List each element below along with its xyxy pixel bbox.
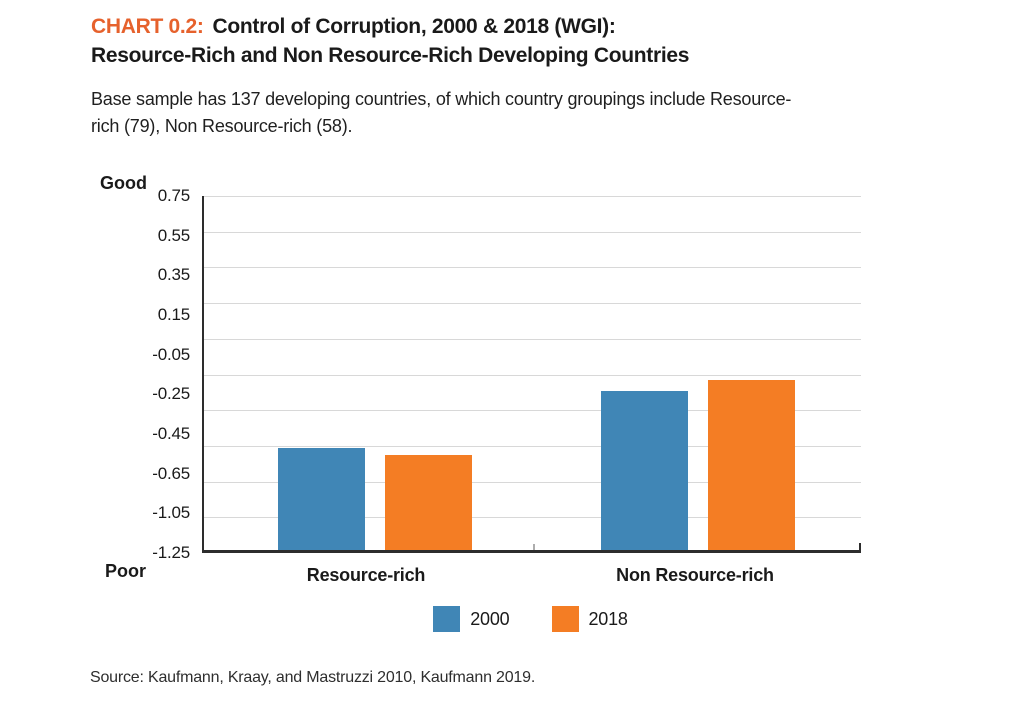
chart-number-label: CHART 0.2:: [91, 15, 204, 38]
y-tick-label: -0.65: [152, 463, 190, 483]
legend-label-2018: 2018: [588, 608, 628, 629]
gridline: [204, 482, 861, 483]
plot-area: [202, 196, 861, 553]
gridline: [204, 232, 861, 233]
category-label-non-resource-rich: Non Resource-rich: [616, 565, 774, 585]
legend: 2000 2018: [202, 606, 859, 632]
y-axis-good-label: Good: [100, 173, 147, 193]
legend-swatch-2000: [433, 606, 461, 632]
y-tick-label: 0.15: [157, 305, 190, 324]
y-axis-tick-labels: 0.75 0.55 0.35 0.15 -0.05 -0.25 -0.45 -0.65 -1.0…: [110, 186, 196, 562]
chart-title: CHART 0.2: Control of Corruption, 2000 & …: [91, 12, 689, 70]
bar-non-resource-rich-2018: [708, 380, 795, 553]
source-note: Source: Kaufmann, Kraay, and Mastruzzi 2…: [90, 669, 536, 686]
x-axis-line: [202, 550, 861, 553]
axis-end-cap: [859, 543, 861, 550]
y-axis-poor-label: Poor: [105, 561, 147, 581]
gridline: [204, 375, 861, 376]
gridline: [204, 339, 861, 340]
gridline: [204, 517, 861, 518]
legend-swatch-2018: [551, 606, 579, 632]
y-tick-label: 0.55: [157, 225, 190, 245]
y-tick-label: -1.05: [152, 503, 190, 523]
bar-non-resource-rich-2000: [601, 391, 688, 553]
category-label-resource-rich: Resource-rich: [306, 565, 426, 585]
gridline: [204, 196, 861, 197]
y-tick-label: -0.05: [152, 344, 190, 364]
gridline: [204, 410, 861, 411]
y-tick-label: 0.75: [157, 186, 190, 205]
y-tick-label: -1.25: [152, 543, 190, 562]
chart-title-text: Control of Corruption, 2000 & 2018 (WGI)…: [212, 15, 616, 38]
bar-resource-rich-2000: [278, 448, 365, 553]
legend-label-2000: 2000: [470, 608, 510, 629]
gridline: [204, 267, 861, 268]
gridline: [204, 446, 861, 447]
y-tick-label: 0.35: [157, 265, 190, 285]
y-tick-label: -0.45: [152, 424, 190, 443]
y-tick-label: -0.25: [152, 384, 190, 404]
chart-title-line2: Resource-Rich and Non Resource-Rich Deve…: [91, 44, 690, 67]
bar-resource-rich-2018: [385, 455, 472, 553]
gridline: [204, 303, 861, 304]
x-axis-category-labels: Resource-rich Non Resource-rich: [202, 565, 859, 589]
category-divider-tick: [533, 544, 535, 550]
chart-subtitle: Base sample has 137 developing countries…: [91, 89, 792, 136]
